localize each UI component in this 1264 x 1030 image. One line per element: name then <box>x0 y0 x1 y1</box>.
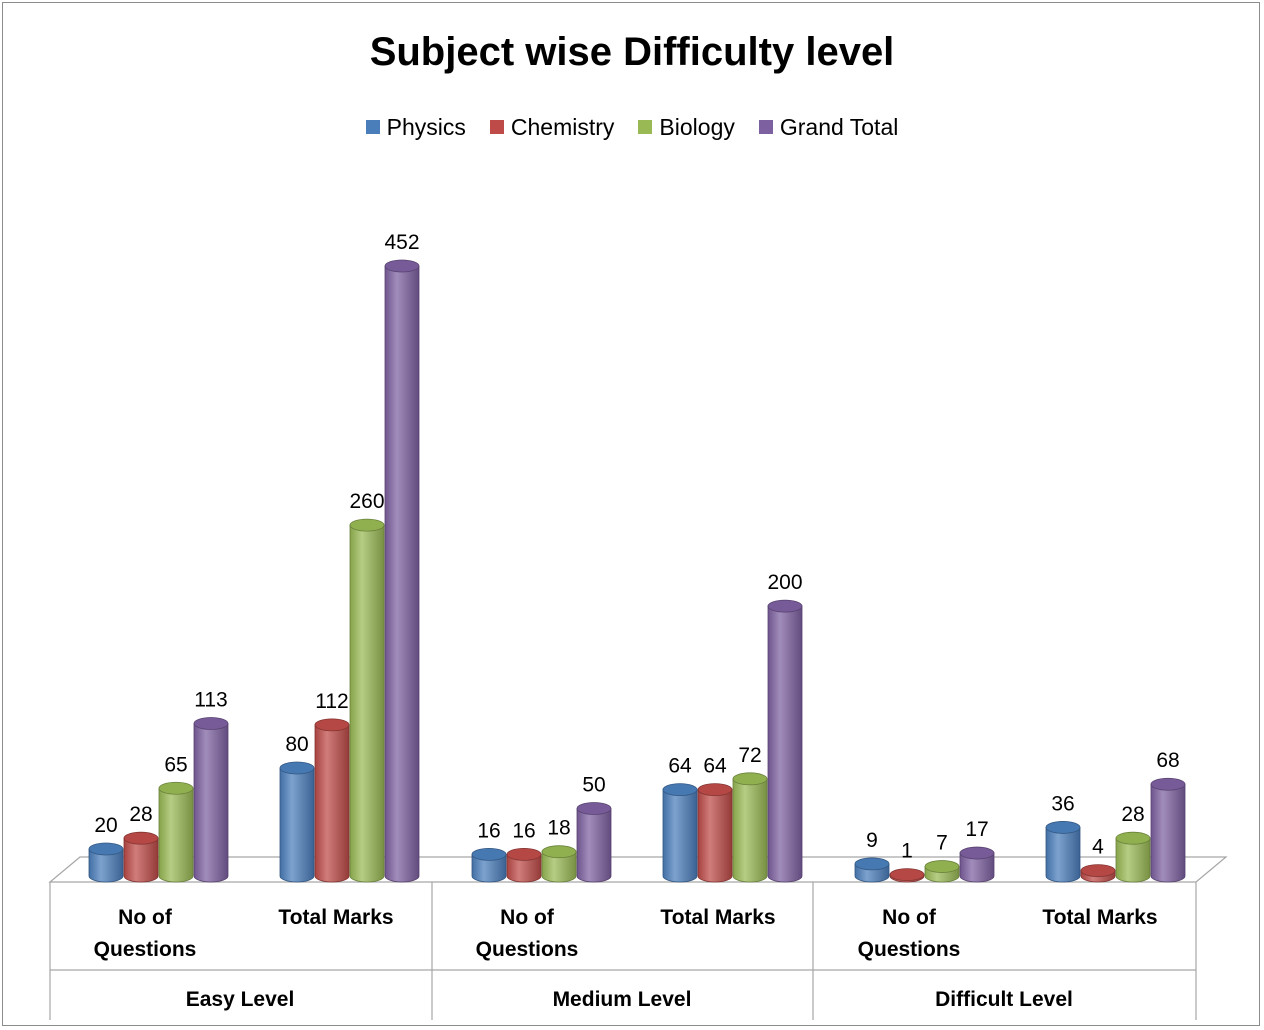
bar-top <box>1150 777 1186 791</box>
data-label: 28 <box>1121 803 1144 826</box>
bar <box>1045 827 1081 883</box>
data-label: 452 <box>384 231 419 254</box>
data-label: 80 <box>285 733 308 756</box>
x-tick-label: Questions <box>94 938 197 961</box>
legend-item-biology: Biology <box>638 114 735 141</box>
bar-top <box>924 860 960 873</box>
bar-top <box>471 848 507 861</box>
data-label: 20 <box>94 814 117 837</box>
legend-item-physics: Physics <box>365 114 466 141</box>
data-label: 65 <box>164 753 187 776</box>
x-tick-label: No of <box>500 906 555 929</box>
bar-top <box>959 846 995 860</box>
legend: Physics Chemistry Biology Grand Total <box>0 113 1264 141</box>
bar-top <box>1115 831 1151 845</box>
bar <box>193 723 229 883</box>
bar-top <box>1045 821 1081 834</box>
data-label: 50 <box>582 774 605 797</box>
bar <box>158 787 194 883</box>
bar <box>1150 783 1186 883</box>
bar-top <box>541 845 577 859</box>
bar <box>123 837 159 883</box>
bar-top <box>349 518 385 532</box>
legend-swatch <box>758 120 773 135</box>
bar <box>314 724 350 883</box>
bar <box>506 854 542 883</box>
bar-top <box>767 599 803 613</box>
legend-swatch <box>638 120 653 135</box>
bar <box>471 854 507 883</box>
legend-swatch <box>489 120 504 135</box>
x-tick-label: Total Marks <box>278 906 393 929</box>
bar-top <box>279 761 315 775</box>
data-label: 64 <box>668 755 692 778</box>
bar <box>88 848 124 883</box>
data-label: 72 <box>738 744 761 767</box>
data-label: 7 <box>936 832 948 855</box>
data-label: 112 <box>315 690 348 713</box>
x-group-label: Medium Level <box>553 988 692 1011</box>
legend-label: Biology <box>659 114 735 141</box>
legend-swatch <box>365 120 380 135</box>
bar-top <box>697 783 733 797</box>
data-label: 68 <box>1156 749 1179 772</box>
x-tick-label: Questions <box>858 938 961 961</box>
bar-top <box>123 831 159 845</box>
x-tick-label: No of <box>118 906 173 929</box>
chart-title: Subject wise Difficulty level <box>369 30 895 74</box>
bar-top <box>314 718 350 732</box>
bar-top <box>889 868 925 882</box>
x-group-label: Easy Level <box>186 988 295 1011</box>
legend-label: Physics <box>386 114 466 141</box>
data-label: 64 <box>703 755 727 778</box>
data-label: 36 <box>1051 792 1074 815</box>
bar-top <box>384 259 420 273</box>
bar <box>767 605 803 883</box>
bar-top <box>193 717 229 730</box>
data-label: 16 <box>512 819 535 842</box>
bar-top <box>1080 864 1116 878</box>
bar <box>662 789 698 883</box>
x-tick-label: Total Marks <box>660 906 775 929</box>
data-label: 17 <box>965 818 988 841</box>
x-group-label: Difficult Level <box>935 988 1073 1011</box>
legend-label: Chemistry <box>510 114 615 141</box>
data-label: 28 <box>129 803 152 826</box>
bar <box>959 852 995 883</box>
bar-top <box>732 772 768 786</box>
bar <box>541 851 577 883</box>
bar-top <box>854 857 890 871</box>
data-label: 4 <box>1092 836 1104 859</box>
data-label: 200 <box>767 571 802 594</box>
x-tick-label: No of <box>882 906 937 929</box>
data-label: 260 <box>349 490 384 513</box>
bar <box>279 767 315 883</box>
bar-top <box>158 781 194 795</box>
bar-top <box>88 842 124 856</box>
data-label: 1 <box>901 840 913 863</box>
data-label: 16 <box>477 819 500 842</box>
data-label: 113 <box>194 689 227 712</box>
data-label: 18 <box>547 817 570 840</box>
bar-top <box>576 802 612 815</box>
bar <box>384 265 420 883</box>
data-label: 9 <box>866 829 878 852</box>
legend-label: Grand Total <box>779 114 899 141</box>
legend-item-grand-total: Grand Total <box>758 114 899 141</box>
legend-item-chemistry: Chemistry <box>489 114 615 141</box>
bar <box>732 778 768 883</box>
bar <box>697 789 733 883</box>
bar-top <box>662 783 698 797</box>
bar <box>349 524 385 883</box>
bar-top <box>506 848 542 861</box>
bar <box>576 808 612 883</box>
x-tick-label: Total Marks <box>1042 906 1157 929</box>
x-tick-label: Questions <box>476 938 579 961</box>
bar <box>1115 837 1151 883</box>
